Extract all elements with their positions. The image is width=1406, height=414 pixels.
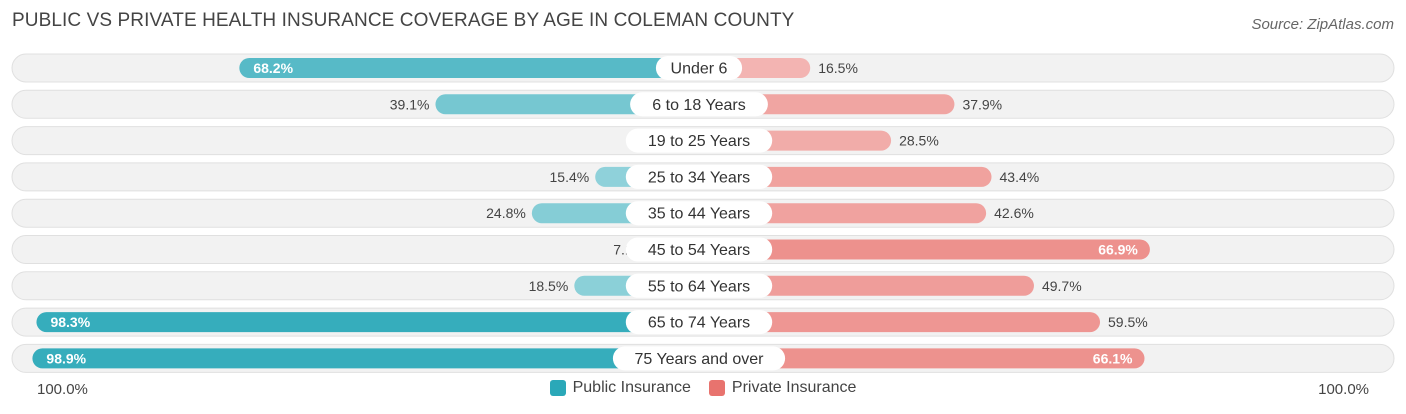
value-label-private: 59.5% [1108,314,1148,330]
category-pill [625,237,773,262]
legend-label-public: Public Insurance [572,379,691,396]
value-label-private: 42.6% [994,205,1034,221]
value-label-public: 18.5% [529,278,569,294]
value-label-public: 39.1% [390,96,430,112]
value-label-private: 28.5% [899,133,939,149]
value-label-private: 66.9% [1098,242,1138,258]
legend-item-public: Public Insurance [549,379,691,397]
value-label-public: 98.3% [50,314,90,330]
legend-item-private: Private Insurance [708,379,857,397]
value-label-public: 24.8% [486,205,526,221]
source-label: Source: ZipAtlas.com [1251,16,1394,33]
category-label: 75 Years and over [635,351,765,368]
bar-public [239,58,699,78]
value-label-public: 15.4% [550,169,590,185]
bar-public [36,312,699,333]
value-label-private: 43.4% [1000,169,1040,185]
bar-private [699,275,1034,296]
legend-label-private: Private Insurance [731,379,857,396]
bar-private [699,239,1150,260]
category-label: 25 to 34 Years [648,169,750,186]
bar-private [699,312,1101,333]
category-label: 35 to 44 Years [648,206,750,223]
bar-public [32,348,699,369]
bar-private [699,348,1145,369]
value-label-private: 37.9% [962,96,1002,112]
axis-right-label: 100.0% [1318,381,1369,398]
category-pill [630,92,768,117]
value-label-public: 68.2% [253,60,293,76]
value-label-public: 98.9% [46,350,86,366]
category-pill [625,201,773,226]
category-pill [625,164,773,189]
bar-private [699,166,992,187]
category-pill [612,346,786,371]
value-label-private: 16.5% [818,60,858,76]
category-pill [625,273,773,298]
category-label: 55 to 64 Years [648,278,750,295]
value-label-private: 49.7% [1042,278,1082,294]
category-label: 65 to 74 Years [648,315,750,332]
value-label-private: 66.1% [1093,350,1133,366]
chart-title: PUBLIC VS PRIVATE HEALTH INSURANCE COVER… [12,10,795,31]
legend-swatch-private [708,380,725,396]
legend-swatch-public [549,380,566,396]
category-pill [625,310,773,335]
category-label: 19 to 25 Years [648,133,750,150]
category-label: 6 to 18 Years [652,97,745,114]
category-label: 45 to 54 Years [648,242,750,259]
category-label: Under 6 [671,61,728,78]
legend: Public Insurance Private Insurance [0,379,1406,397]
category-pill [655,56,743,80]
axis-left-label: 100.0% [37,381,88,398]
category-pill [625,128,773,153]
